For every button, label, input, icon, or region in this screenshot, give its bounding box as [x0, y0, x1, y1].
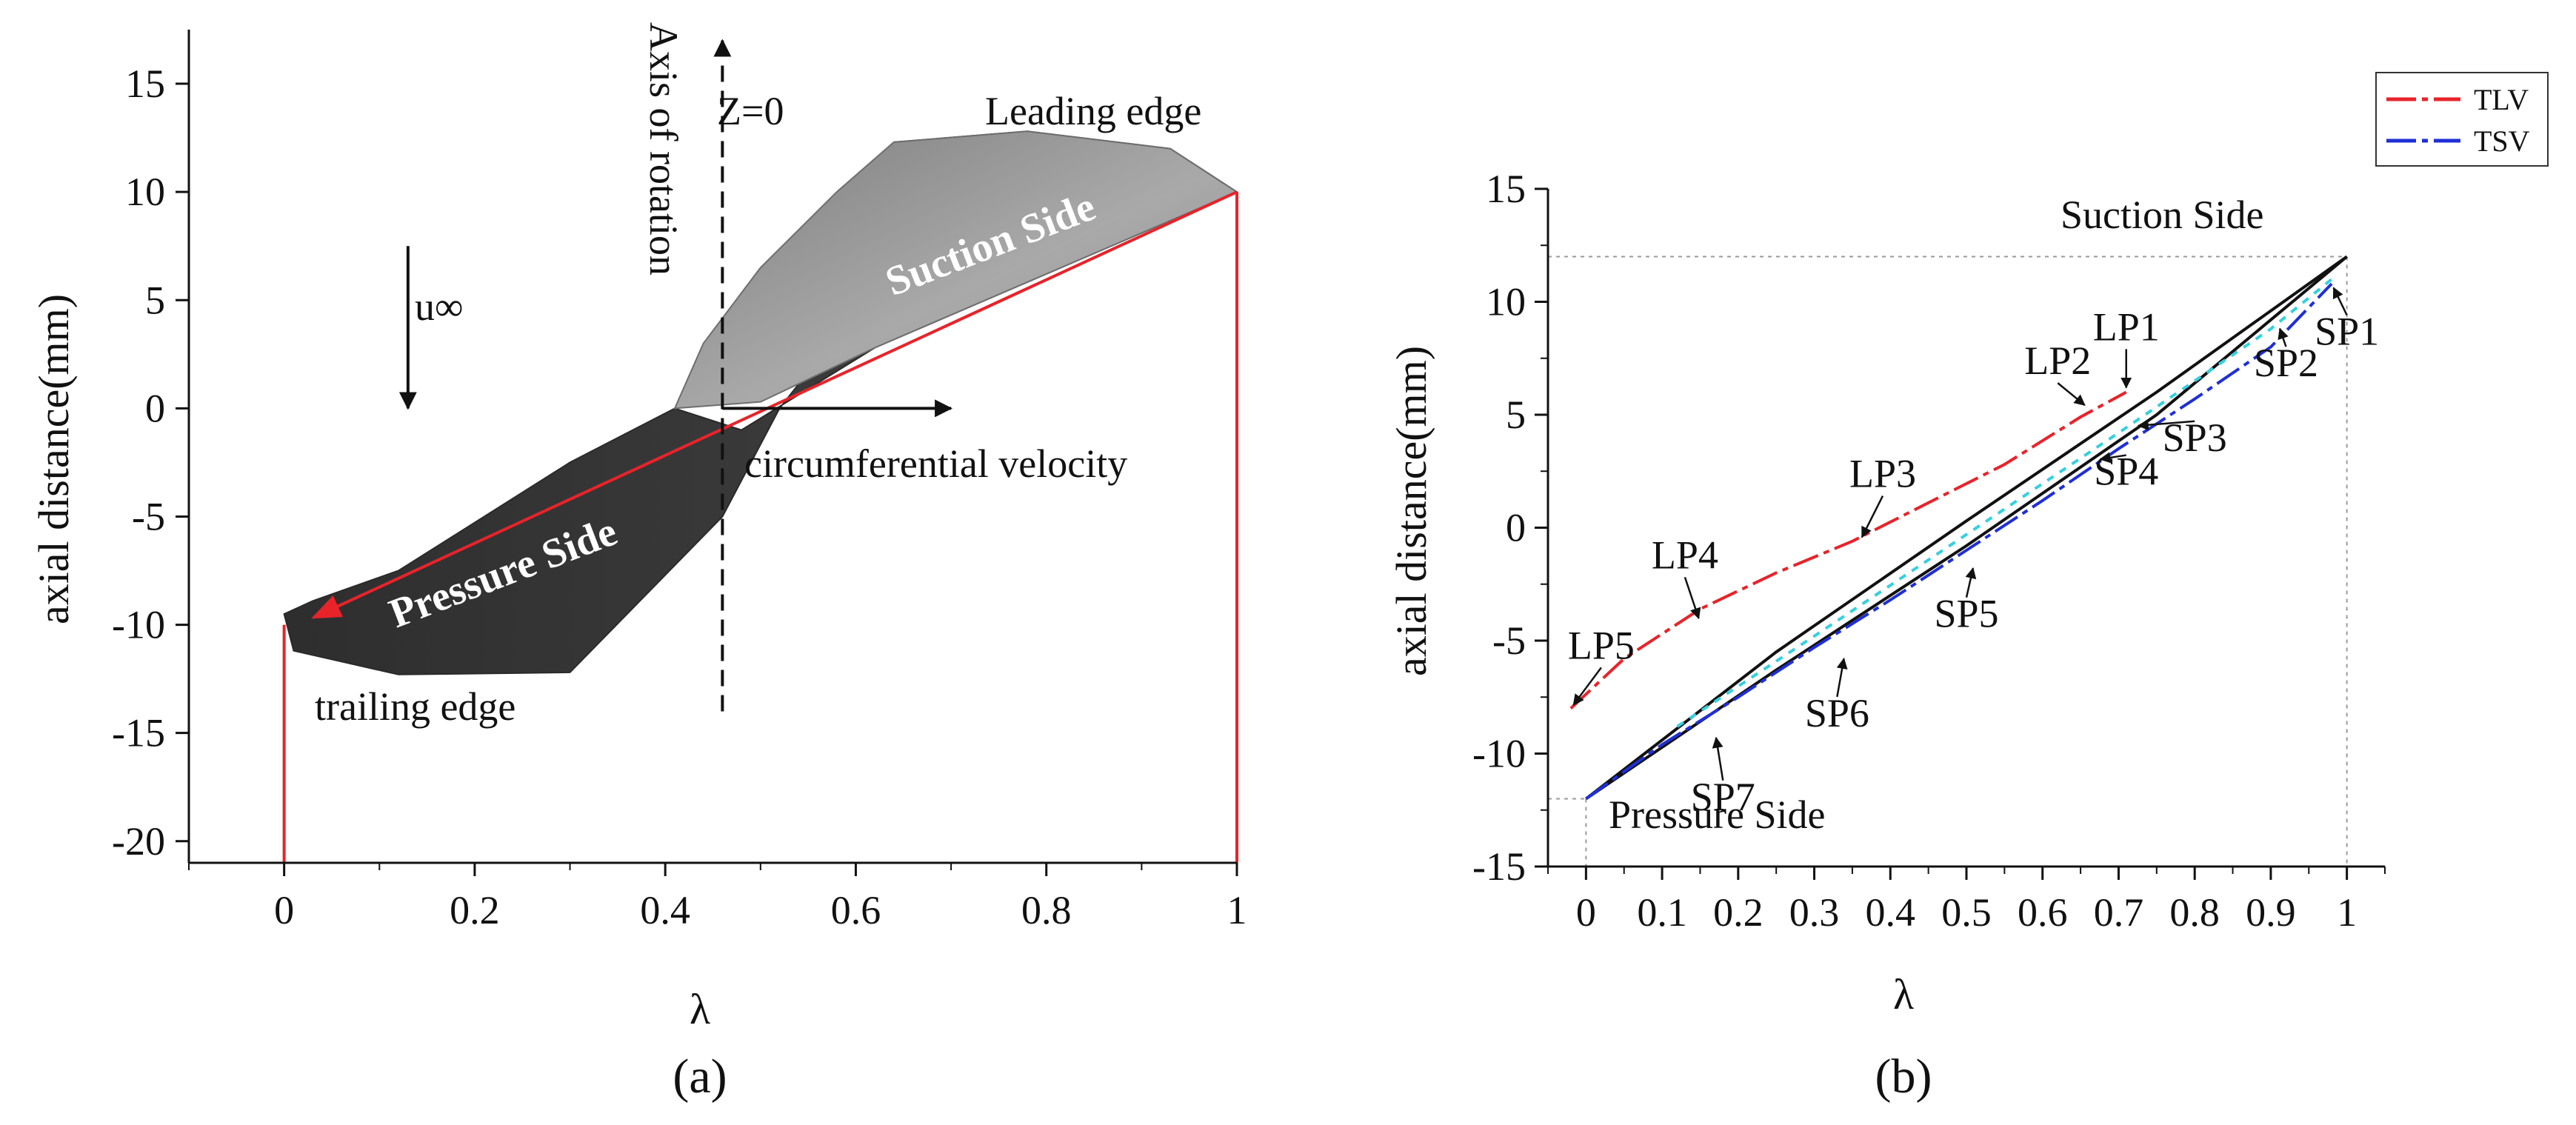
panel-a-x-ticks: 0 0.2 0.4 0.6 0.8 1 — [188, 863, 1247, 932]
panel-b-axes — [1546, 189, 2385, 868]
point-label-sp1: SP1 — [2315, 309, 2379, 353]
x-tick-label: 0.2 — [450, 888, 500, 932]
point-arrow-sp2 — [2278, 327, 2289, 347]
series-cyan — [1676, 278, 2333, 728]
y-tick-label: -5 — [132, 494, 165, 538]
y-tick-label: -20 — [112, 819, 165, 864]
annotation-b-pressure-side: Pressure Side — [1609, 792, 1825, 837]
blade-upper-surface — [1585, 255, 2348, 801]
y-tick-label: -5 — [1492, 618, 1526, 663]
legend: TLV TSV — [2375, 72, 2549, 167]
annotation-leading-edge: Leading edge — [985, 89, 1201, 133]
panel-a-y-axis-title: axial distance(mm) — [30, 294, 78, 624]
y-tick-label: 5 — [1506, 393, 1526, 437]
panel-a-y-ticks: 15 10 5 0 -5 -10 -15 -20 — [112, 61, 189, 864]
point-label-sp5: SP5 — [1934, 592, 1998, 636]
x-tick-label: 0 — [274, 888, 294, 932]
y-tick-label: 10 — [1486, 280, 1526, 324]
point-label-sp6: SP6 — [1805, 691, 1869, 735]
point-arrow-sp1 — [2332, 287, 2348, 316]
panel-a-x-axis-title: λ — [690, 985, 710, 1033]
panel-b-x-ticks: 0 0.1 0.2 0.3 0.4 0.5 0.6 0.7 0.8 0.9 1 — [1547, 867, 2386, 935]
series-tsv — [1585, 282, 2333, 801]
x-tick-label: 1 — [1227, 888, 1247, 932]
x-tick-label: 0.8 — [2169, 890, 2220, 935]
blade-shape — [283, 130, 1239, 675]
point-label-lp4: LP4 — [1652, 533, 1718, 577]
x-tick-label: 0.5 — [1941, 890, 1992, 935]
y-tick-label: 5 — [145, 278, 165, 322]
panel-b-reference-lines — [1548, 256, 2348, 867]
point-arrow-lp4 — [1684, 577, 1701, 620]
panel-label-b: (b) — [1875, 1049, 1932, 1104]
panel-a-axes — [187, 30, 1237, 864]
point-arrow-sp3 — [2137, 419, 2195, 431]
panel-b-y-axis-title: axial distance(mm) — [1387, 346, 1435, 676]
y-tick-label: -10 — [1472, 732, 1526, 776]
annotation-circumferential-velocity: circumferential velocity — [744, 441, 1127, 486]
point-label-lp3: LP3 — [1849, 452, 1916, 496]
series-tlv — [1569, 390, 2127, 710]
panel-b-blade-profile — [1585, 255, 2348, 801]
x-tick-label: 0.4 — [640, 888, 690, 932]
x-tick-label: 0.6 — [831, 888, 881, 932]
x-tick-label: 0.7 — [2094, 890, 2144, 935]
blade-suction-face — [673, 130, 1239, 410]
x-tick-label: 0.3 — [1789, 890, 1840, 935]
annotation-free-stream: u∞ — [415, 284, 464, 329]
legend-box — [2375, 72, 2549, 167]
y-tick-label: 15 — [1486, 167, 1526, 211]
panel-b-series — [1569, 278, 2333, 801]
annotation-b-suction-side: Suction Side — [2061, 193, 2264, 237]
panel-label-a: (a) — [673, 1049, 727, 1104]
x-tick-label: 0.2 — [1713, 890, 1764, 935]
panel-b-x-axis-title: λ — [1893, 970, 1914, 1018]
point-label-sp2: SP2 — [2254, 341, 2318, 385]
panel-a: 0 0.2 0.4 0.6 0.8 1 15 10 5 0 -5 -10 -15 -20 λ axial… — [30, 22, 1247, 1104]
y-tick-label: -10 — [112, 603, 165, 647]
x-tick-label: 0.8 — [1021, 888, 1072, 932]
y-tick-label: -15 — [1472, 844, 1526, 889]
x-tick-label: 1 — [2337, 890, 2357, 935]
point-arrow-lp5 — [1572, 667, 1602, 706]
point-arrow-sp6 — [1836, 657, 1848, 698]
x-tick-label: 0.9 — [2246, 890, 2296, 935]
point-label-lp5: LP5 — [1568, 623, 1635, 667]
annotation-z-zero: Z=0 — [717, 89, 784, 133]
annotation-trailing-edge: trailing edge — [315, 684, 515, 729]
point-arrow-sp5 — [1965, 567, 1977, 598]
x-tick-label: 0.4 — [1866, 890, 1916, 935]
x-tick-label: 0.1 — [1637, 890, 1687, 935]
y-tick-label: 0 — [1506, 506, 1526, 550]
point-label-lp1: LP1 — [2093, 304, 2160, 349]
point-label-sp4: SP4 — [2094, 450, 2158, 494]
x-tick-label: 0.6 — [2018, 890, 2068, 935]
point-label-sp7: SP7 — [1691, 775, 1755, 819]
point-arrow-sp4 — [2099, 452, 2126, 464]
point-arrow-lp3 — [1861, 495, 1884, 538]
blade-reference-lines — [282, 39, 1238, 863]
y-tick-label: -15 — [112, 711, 165, 755]
y-tick-label: 10 — [125, 170, 165, 214]
point-label-lp2: LP2 — [2024, 338, 2091, 383]
legend-label-tlv: TLV — [2474, 83, 2529, 116]
point-arrow-lp2 — [2057, 382, 2086, 407]
point-label-sp3: SP3 — [2163, 415, 2227, 460]
x-tick-label: 0 — [1576, 890, 1596, 935]
legend-label-tsv: TSV — [2474, 124, 2530, 158]
point-arrow-sp7 — [1712, 736, 1724, 781]
y-tick-label: 0 — [145, 386, 165, 430]
panel-b-y-ticks: 15 10 5 0 -5 -10 -15 — [1472, 167, 1548, 889]
annotation-axis-of-rotation: Axis of rotation — [641, 22, 686, 276]
chord-line — [311, 190, 1238, 619]
y-tick-label: 15 — [125, 61, 165, 106]
